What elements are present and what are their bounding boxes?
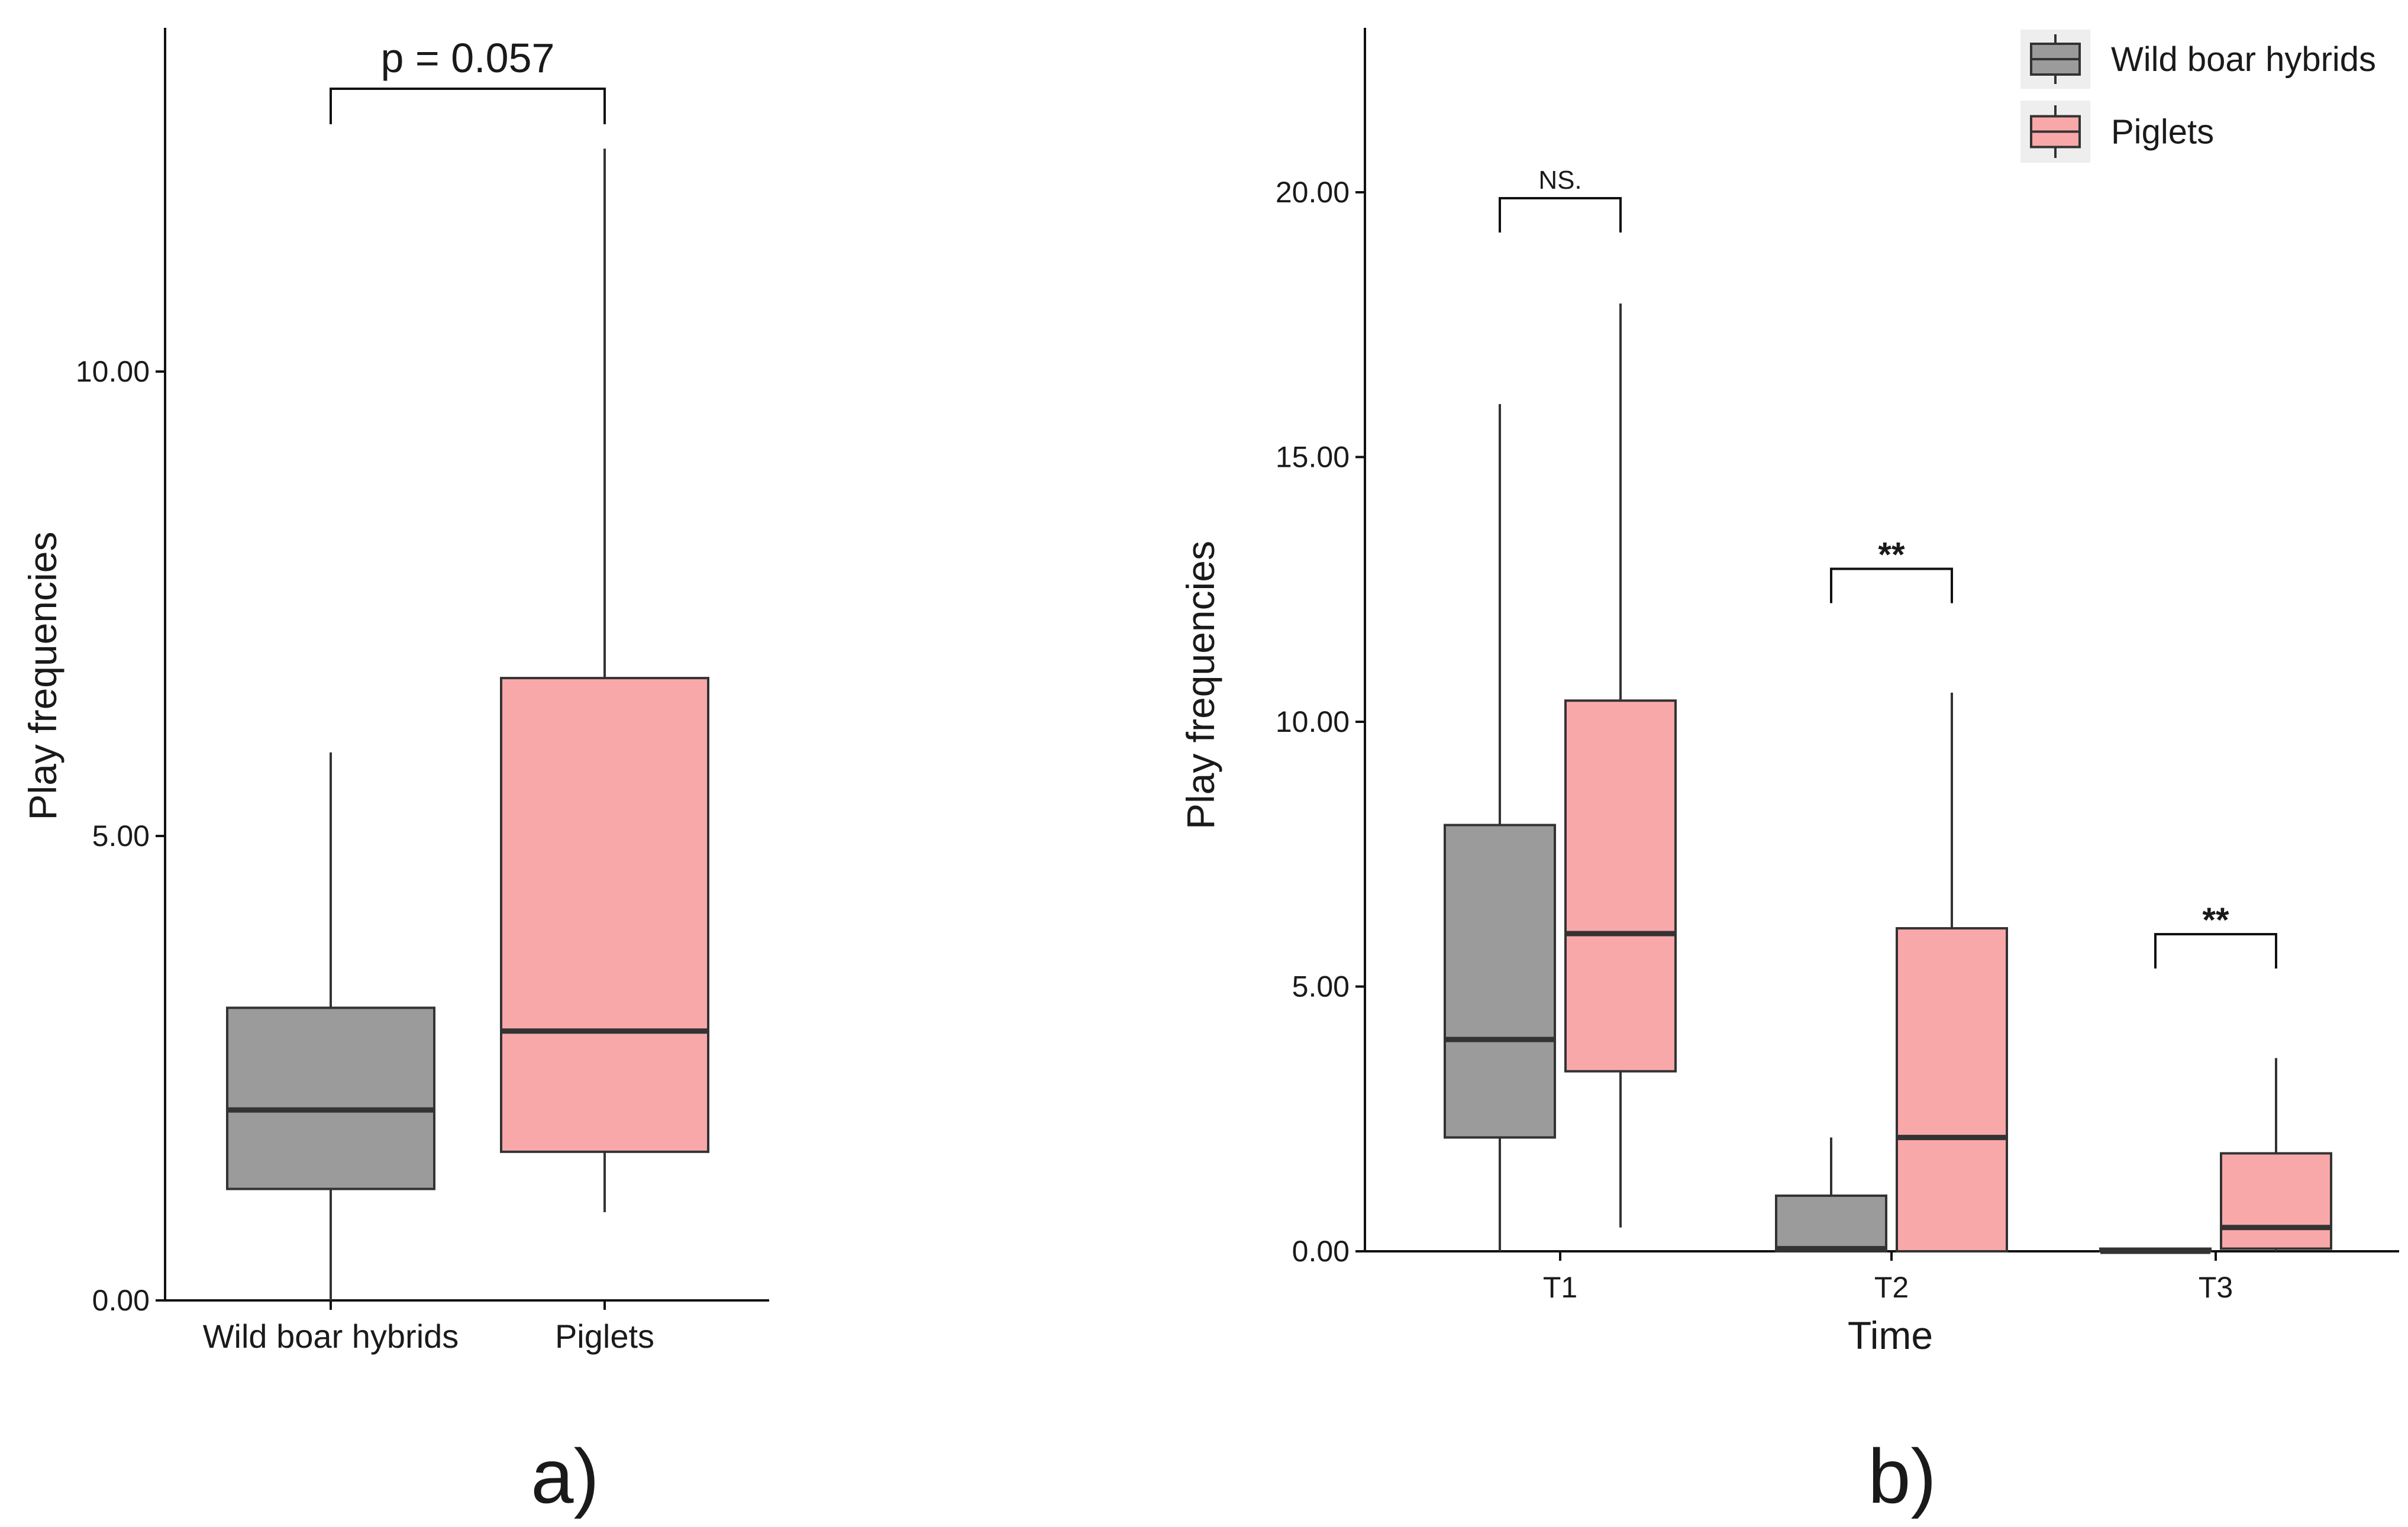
box-1-box [500, 677, 709, 1153]
y-tick-label: 15.00 [1276, 441, 1350, 474]
box-wild-boar-hybrids-t2-box [1775, 1195, 1887, 1253]
significance-label: ** [1878, 536, 1905, 574]
y-axis-label: Play frequencies [1179, 541, 1222, 829]
significance-bracket [1499, 197, 1622, 233]
panel-label-b: b) [1868, 1433, 1936, 1519]
x-tick-label: Wild boar hybrids [203, 1318, 459, 1355]
y-tick-label: 0.00 [1292, 1235, 1350, 1268]
x-axis-label: Time [1848, 1313, 1933, 1357]
panel-label-a: a) [531, 1433, 599, 1519]
x-tick-label: T2 [1874, 1271, 1909, 1304]
chart-a: 0.00 5.00 10.00 Wild boar hybrids Piglets Pla… [21, 28, 769, 1519]
box-piglets-t3-box [2220, 1152, 2332, 1250]
significance-bracket [330, 88, 606, 124]
y-tick-label: 5.00 [1292, 970, 1350, 1003]
y-axis-label: Play frequencies [21, 532, 64, 821]
y-tick-label: 10.00 [1276, 705, 1350, 738]
significance-label: p = 0.057 [381, 35, 555, 81]
significance-label: NS. [1538, 166, 1581, 195]
y-tick-label: 20.00 [1276, 176, 1350, 209]
box-wild-boar-hybrids-t1-box [1444, 824, 1556, 1139]
significance-bracket [1830, 567, 1953, 603]
significance-bracket [2154, 933, 2277, 969]
x-tick-label: Piglets [555, 1318, 654, 1355]
box-0-box [226, 1006, 435, 1190]
x-tick-label: T1 [1543, 1271, 1577, 1304]
x-tick-label: T3 [2199, 1271, 2233, 1304]
box-piglets-t2-box [1896, 927, 2008, 1253]
legend-label: Wild boar hybrids [2111, 40, 2376, 79]
box-piglets-t1-box [1564, 699, 1677, 1073]
legend-label: Piglets [2111, 113, 2214, 151]
y-tick-label: 10.00 [76, 355, 150, 388]
chart-b: 0.00 5.00 10.00 15.00 20.00 T1 T2 T3 Time Play fr… [1179, 28, 2399, 1519]
significance-label: ** [2202, 901, 2229, 940]
legend: Wild boar hybrids Piglets [2020, 30, 2376, 163]
y-tick-label: 5.00 [92, 819, 150, 853]
y-tick-label: 0.00 [92, 1284, 150, 1317]
